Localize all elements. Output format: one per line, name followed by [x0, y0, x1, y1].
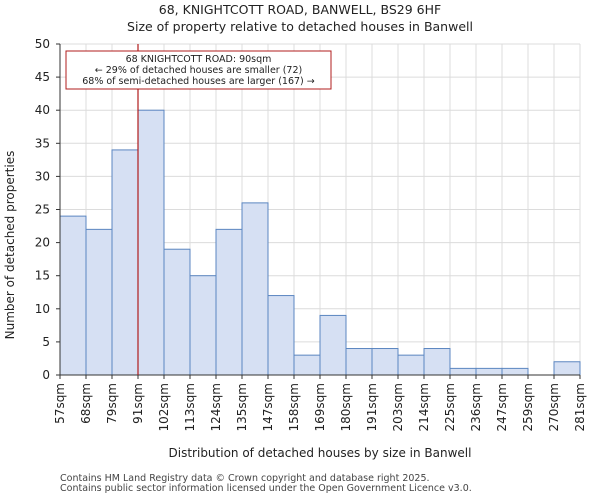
- x-tick-label: 57sqm: [53, 383, 67, 424]
- annotation-box: 68 KNIGHTCOTT ROAD: 90sqm ← 29% of detac…: [65, 50, 332, 90]
- x-tick-label: 225sqm: [443, 383, 457, 431]
- bar: [111, 149, 139, 376]
- x-tick-label: 270sqm: [547, 383, 561, 431]
- bar: [85, 228, 113, 376]
- x-tick-label: 135sqm: [235, 383, 249, 431]
- bar: [423, 348, 451, 376]
- y-tick-label: 30: [35, 169, 50, 183]
- y-tick-label: 50: [35, 37, 50, 51]
- x-tick-label: 203sqm: [391, 383, 405, 431]
- bar: [293, 354, 321, 376]
- x-tick-label: 68sqm: [79, 383, 93, 424]
- bar: [319, 314, 347, 376]
- bar: [371, 348, 399, 376]
- x-tick-label: 147sqm: [261, 383, 275, 431]
- x-tick-label: 247sqm: [495, 383, 509, 431]
- bar: [267, 295, 295, 376]
- bar: [397, 354, 425, 376]
- bar: [553, 361, 581, 376]
- x-tick-label: 91sqm: [131, 383, 145, 424]
- x-tick-label: 281sqm: [573, 383, 587, 431]
- x-tick-label: 259sqm: [521, 383, 535, 431]
- annotation-line-3: 68% of semi-detached houses are larger (…: [82, 76, 315, 87]
- y-tick-label: 0: [42, 368, 50, 382]
- x-tick-label: 169sqm: [313, 383, 327, 431]
- bar: [345, 348, 373, 376]
- annotation-frame: [65, 50, 332, 90]
- x-tick-label: 214sqm: [417, 383, 431, 431]
- footer-line-2: Contains public sector information licen…: [60, 483, 472, 494]
- x-tick-label: 236sqm: [469, 383, 483, 431]
- footer-line-1: Contains HM Land Registry data © Crown c…: [60, 473, 430, 484]
- x-axis-label: Distribution of detached houses by size …: [169, 446, 472, 460]
- x-tick-label: 102sqm: [157, 383, 171, 431]
- bar: [449, 367, 477, 376]
- bar: [163, 248, 191, 376]
- y-tick-label: 10: [35, 302, 50, 316]
- bar: [189, 275, 217, 376]
- annotation-line-2: ← 29% of detached houses are smaller (72…: [95, 65, 302, 76]
- x-tick-label: 180sqm: [339, 383, 353, 431]
- x-tick-label: 79sqm: [105, 383, 119, 424]
- chart-subtitle: Size of property relative to detached ho…: [127, 19, 473, 34]
- x-tick-label: 158sqm: [287, 383, 301, 431]
- x-axis-ticks: 57sqm 68sqm 79sqm 91sqm 102sqm 113sqm 124sqm 13…: [53, 375, 587, 431]
- x-tick-label: 124sqm: [209, 383, 223, 431]
- bar: [241, 202, 269, 376]
- chart: 68, KNIGHTCOTT ROAD, BANWELL, BS29 6HF S…: [3, 2, 587, 460]
- y-tick-label: 35: [35, 136, 50, 150]
- y-tick-label: 45: [35, 70, 50, 84]
- y-tick-label: 25: [35, 203, 50, 217]
- bar: [137, 109, 165, 376]
- y-tick-label: 5: [42, 335, 50, 349]
- y-axis-label: Number of detached properties: [3, 151, 17, 340]
- bar: [215, 228, 243, 376]
- x-tick-label: 191sqm: [365, 383, 379, 431]
- bar: [501, 367, 529, 376]
- bars: [59, 109, 581, 376]
- y-tick-label: 15: [35, 269, 50, 283]
- y-tick-label: 20: [35, 236, 50, 250]
- x-tick-label: 113sqm: [183, 383, 197, 431]
- annotation-line-1: 68 KNIGHTCOTT ROAD: 90sqm: [126, 54, 272, 65]
- bar: [475, 367, 503, 376]
- bar: [59, 215, 87, 376]
- y-tick-label: 40: [35, 103, 50, 117]
- y-axis-ticks: 0 5 10 15 20 25 30 35 40 45 50: [35, 37, 60, 382]
- chart-title: 68, KNIGHTCOTT ROAD, BANWELL, BS29 6HF: [159, 2, 441, 17]
